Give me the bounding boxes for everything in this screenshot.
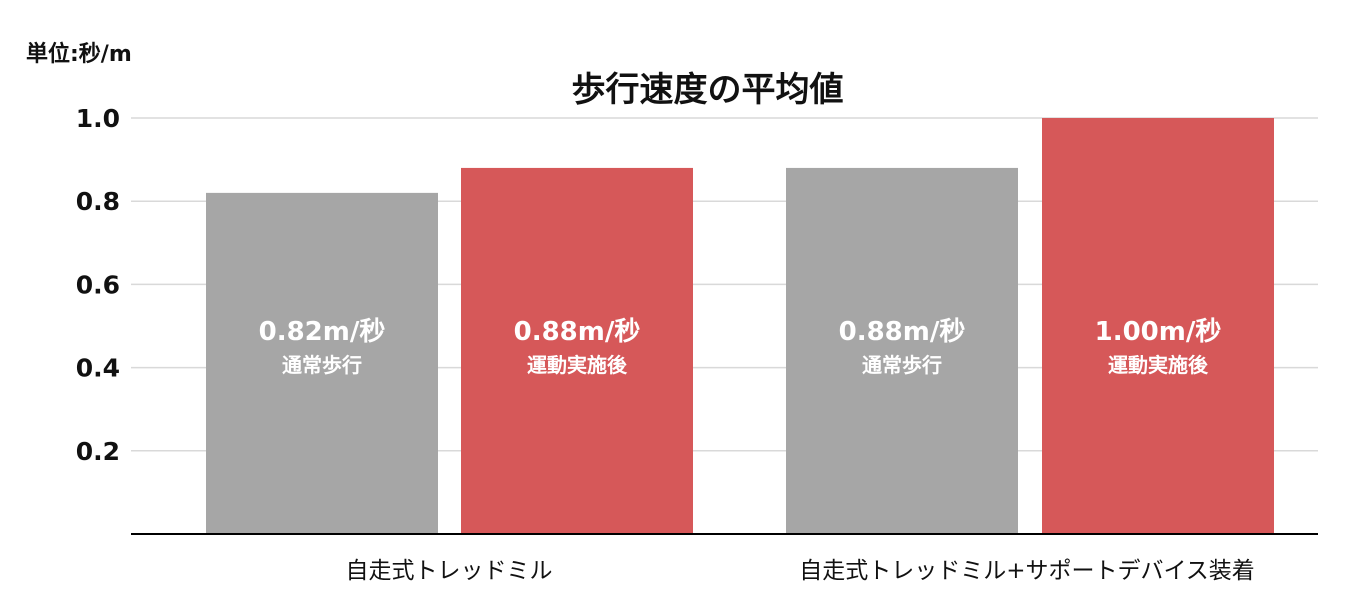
y-tick-label: 0.4 [76,354,120,383]
bar-2-2 [1042,118,1274,534]
y-tick-label: 1.0 [76,104,120,133]
bar-1-2 [461,167,693,535]
bar-2-1 [786,167,1018,535]
bar-condition-label: 通常歩行 [862,353,942,377]
x-category-label: 自走式トレッドミル [346,558,553,584]
bar-value-label: 0.82m/秒 [259,317,386,347]
x-category-label: 自走式トレッドミル+サポートデバイス装着 [799,558,1255,584]
y-tick-label: 0.8 [76,187,120,216]
bar-condition-label: 通常歩行 [282,353,362,377]
bar-1-1 [206,192,438,534]
unit-label: 単位:秒/m [26,42,132,67]
bar-value-label: 1.00m/秒 [1095,317,1222,347]
y-tick-label: 0.6 [76,270,120,299]
bar-condition-label: 運動実施後 [527,353,628,377]
bar-condition-label: 運動実施後 [1108,353,1209,377]
bar-value-label: 0.88m/秒 [839,317,966,347]
chart-title: 歩行速度の平均値 [571,70,844,110]
y-tick-label: 0.2 [76,437,120,466]
bar-value-label: 0.88m/秒 [514,317,641,347]
